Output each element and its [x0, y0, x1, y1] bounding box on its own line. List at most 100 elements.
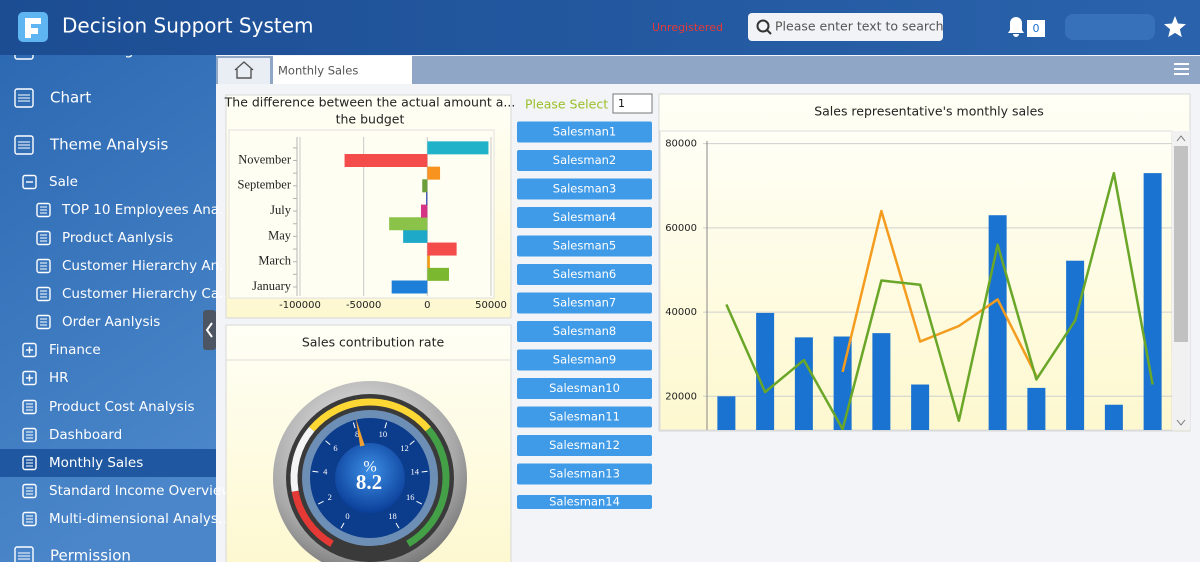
star-icon[interactable]: [1164, 16, 1186, 38]
search-icon: [766, 29, 772, 35]
search-box[interactable]: Please enter text to search: [748, 13, 944, 41]
bar: [403, 229, 428, 243]
sidebar-item[interactable]: Chart: [14, 88, 91, 108]
sidebar-label: Standard Income Overview: [49, 483, 232, 499]
sidebar-item[interactable]: Customer Hierarchy An...: [36, 258, 232, 274]
bar: [911, 384, 930, 430]
sidebar-item[interactable]: Permission: [14, 546, 131, 562]
sidebar-item[interactable]: Standard Income Overview: [22, 483, 232, 499]
bar: [344, 154, 428, 167]
item-icon: [14, 135, 34, 155]
select-input[interactable]: [612, 93, 653, 114]
y-tick-label: 20000: [665, 391, 697, 402]
salesman-button[interactable]: Salesman4: [517, 207, 652, 228]
salesman-button[interactable]: Salesman12: [517, 435, 652, 456]
sidebar-item[interactable]: Multi-dimensional Analys...: [22, 511, 231, 527]
salesman-button[interactable]: Salesman2: [517, 150, 652, 171]
bar: [426, 191, 428, 205]
salesman-button[interactable]: Salesman3: [517, 178, 652, 200]
x-tick-label: -100000: [279, 300, 321, 311]
collapse-handle[interactable]: [203, 310, 216, 350]
collapse-arrow: [205, 322, 213, 338]
salesman-button[interactable]: Salesman8: [517, 321, 652, 342]
sidebar-label: HR: [49, 370, 69, 386]
gauge-tick: [384, 422, 388, 429]
gauge-tick: [409, 440, 415, 445]
plot: [717, 171, 1162, 430]
bar: [1104, 404, 1123, 430]
sidebar-item[interactable]: Dashboard: [22, 427, 122, 443]
button-label: Salesman8: [553, 324, 616, 338]
gauge-tick: [317, 500, 324, 505]
tab-label: Monthly Sales: [278, 64, 358, 78]
salesman-button[interactable]: Salesman9: [517, 349, 652, 371]
sidebar-label: Finance: [49, 342, 101, 358]
y-tick-label: September: [238, 178, 292, 192]
sidebar-item[interactable]: Finance: [22, 342, 101, 358]
bar: [427, 242, 457, 256]
item-icon: [36, 230, 51, 246]
salesman-button[interactable]: Salesman11: [517, 406, 652, 428]
sidebar-label: Theme Analysis: [49, 136, 168, 154]
bell-icon[interactable]: [1008, 17, 1024, 37]
salesman-button[interactable]: Salesman7: [517, 292, 652, 314]
gauge-tick-label: 18: [388, 511, 397, 521]
sidebar-item[interactable]: Customer Hierarchy Ca...: [36, 286, 232, 302]
button-bg: [517, 406, 652, 428]
search-icon: [756, 19, 770, 33]
item-icon: [22, 455, 37, 471]
salesman-button[interactable]: Salesman13: [517, 463, 652, 485]
sidebar-item[interactable]: TOP 10 Employees Ana...: [36, 202, 232, 218]
button-label: Salesman10: [549, 381, 620, 395]
sidebar-label: Customer Hierarchy An...: [62, 258, 232, 274]
salesman-button[interactable]: Salesman10: [517, 378, 652, 399]
gauge-tick-label: 4: [323, 467, 328, 477]
button-label: Salesman5: [553, 239, 616, 253]
x-tick-label: 0: [424, 300, 430, 311]
salesman-button[interactable]: Salesman5: [517, 235, 652, 257]
sidebar-item[interactable]: Monthly Sales: [0, 449, 216, 477]
x-tick-label: -50000: [346, 300, 381, 311]
button-label: Salesman1: [553, 125, 616, 139]
button-bg: [517, 264, 652, 285]
salesman-button[interactable]: Salesman6: [517, 264, 652, 285]
bar: [756, 312, 775, 430]
app-title: Decision Support System: [62, 14, 314, 38]
button-bg: [517, 178, 652, 200]
gauge-tick-label: 0: [345, 511, 349, 521]
sidebar-item[interactable]: Product Cost Analysis: [22, 399, 194, 415]
tab[interactable]: [273, 56, 412, 84]
item-icon: [22, 174, 37, 190]
button-label: Salesman4: [553, 210, 616, 224]
gauge-tick: [421, 470, 428, 473]
sidebar-item[interactable]: Sale: [22, 174, 78, 190]
button-bg: [517, 121, 652, 143]
button-label: Salesman6: [553, 267, 616, 281]
bar: [1027, 387, 1046, 430]
header: [0, 0, 1200, 55]
sidebar-item[interactable]: Product Aanlysis: [36, 230, 173, 246]
button-bg: [517, 292, 652, 314]
logo: [18, 12, 48, 42]
search-placeholder: Please enter text to search: [775, 19, 944, 34]
sidebar-item[interactable]: Theme Analysis: [14, 135, 168, 155]
sidebar-label: Product Cost Analysis: [49, 399, 194, 415]
button-label: Salesman3: [553, 182, 616, 196]
salesman-button[interactable]: Salesman14: [517, 495, 652, 510]
scrollbar-thumb[interactable]: [1174, 146, 1188, 342]
button-label: Salesman9: [553, 353, 616, 367]
bar: [427, 141, 489, 155]
salesman-button[interactable]: Salesman1: [517, 121, 652, 143]
button-bg: [517, 495, 652, 509]
sidebar-item[interactable]: HR: [22, 370, 69, 386]
bar: [833, 336, 852, 430]
y-tick-label: January: [252, 279, 292, 293]
sidebar-label: Product Aanlysis: [62, 230, 173, 246]
sidebar-item[interactable]: Order Aanlysis: [36, 314, 160, 330]
item-icon: [36, 258, 51, 274]
item-icon: [22, 342, 37, 358]
gauge-tick: [416, 500, 423, 505]
badge-count: 0: [1033, 22, 1040, 35]
bar: [872, 333, 891, 430]
